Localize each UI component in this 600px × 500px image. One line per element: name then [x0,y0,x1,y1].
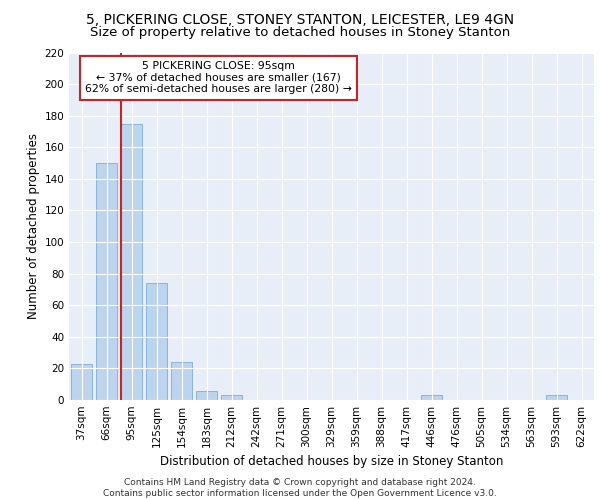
Bar [221,396,242,400]
Bar [71,364,92,400]
Bar [196,390,217,400]
Text: 5 PICKERING CLOSE: 95sqm
← 37% of detached houses are smaller (167)
62% of semi-: 5 PICKERING CLOSE: 95sqm ← 37% of detach… [85,61,352,94]
Bar [121,124,142,400]
Text: Size of property relative to detached houses in Stoney Stanton: Size of property relative to detached ho… [90,26,510,39]
Bar [421,396,442,400]
Bar [546,396,567,400]
Text: Contains HM Land Registry data © Crown copyright and database right 2024.
Contai: Contains HM Land Registry data © Crown c… [103,478,497,498]
Bar [96,163,117,400]
Y-axis label: Number of detached properties: Number of detached properties [27,133,40,320]
Bar [171,362,192,400]
Text: 5, PICKERING CLOSE, STONEY STANTON, LEICESTER, LE9 4GN: 5, PICKERING CLOSE, STONEY STANTON, LEIC… [86,12,514,26]
Bar [146,283,167,400]
X-axis label: Distribution of detached houses by size in Stoney Stanton: Distribution of detached houses by size … [160,456,503,468]
